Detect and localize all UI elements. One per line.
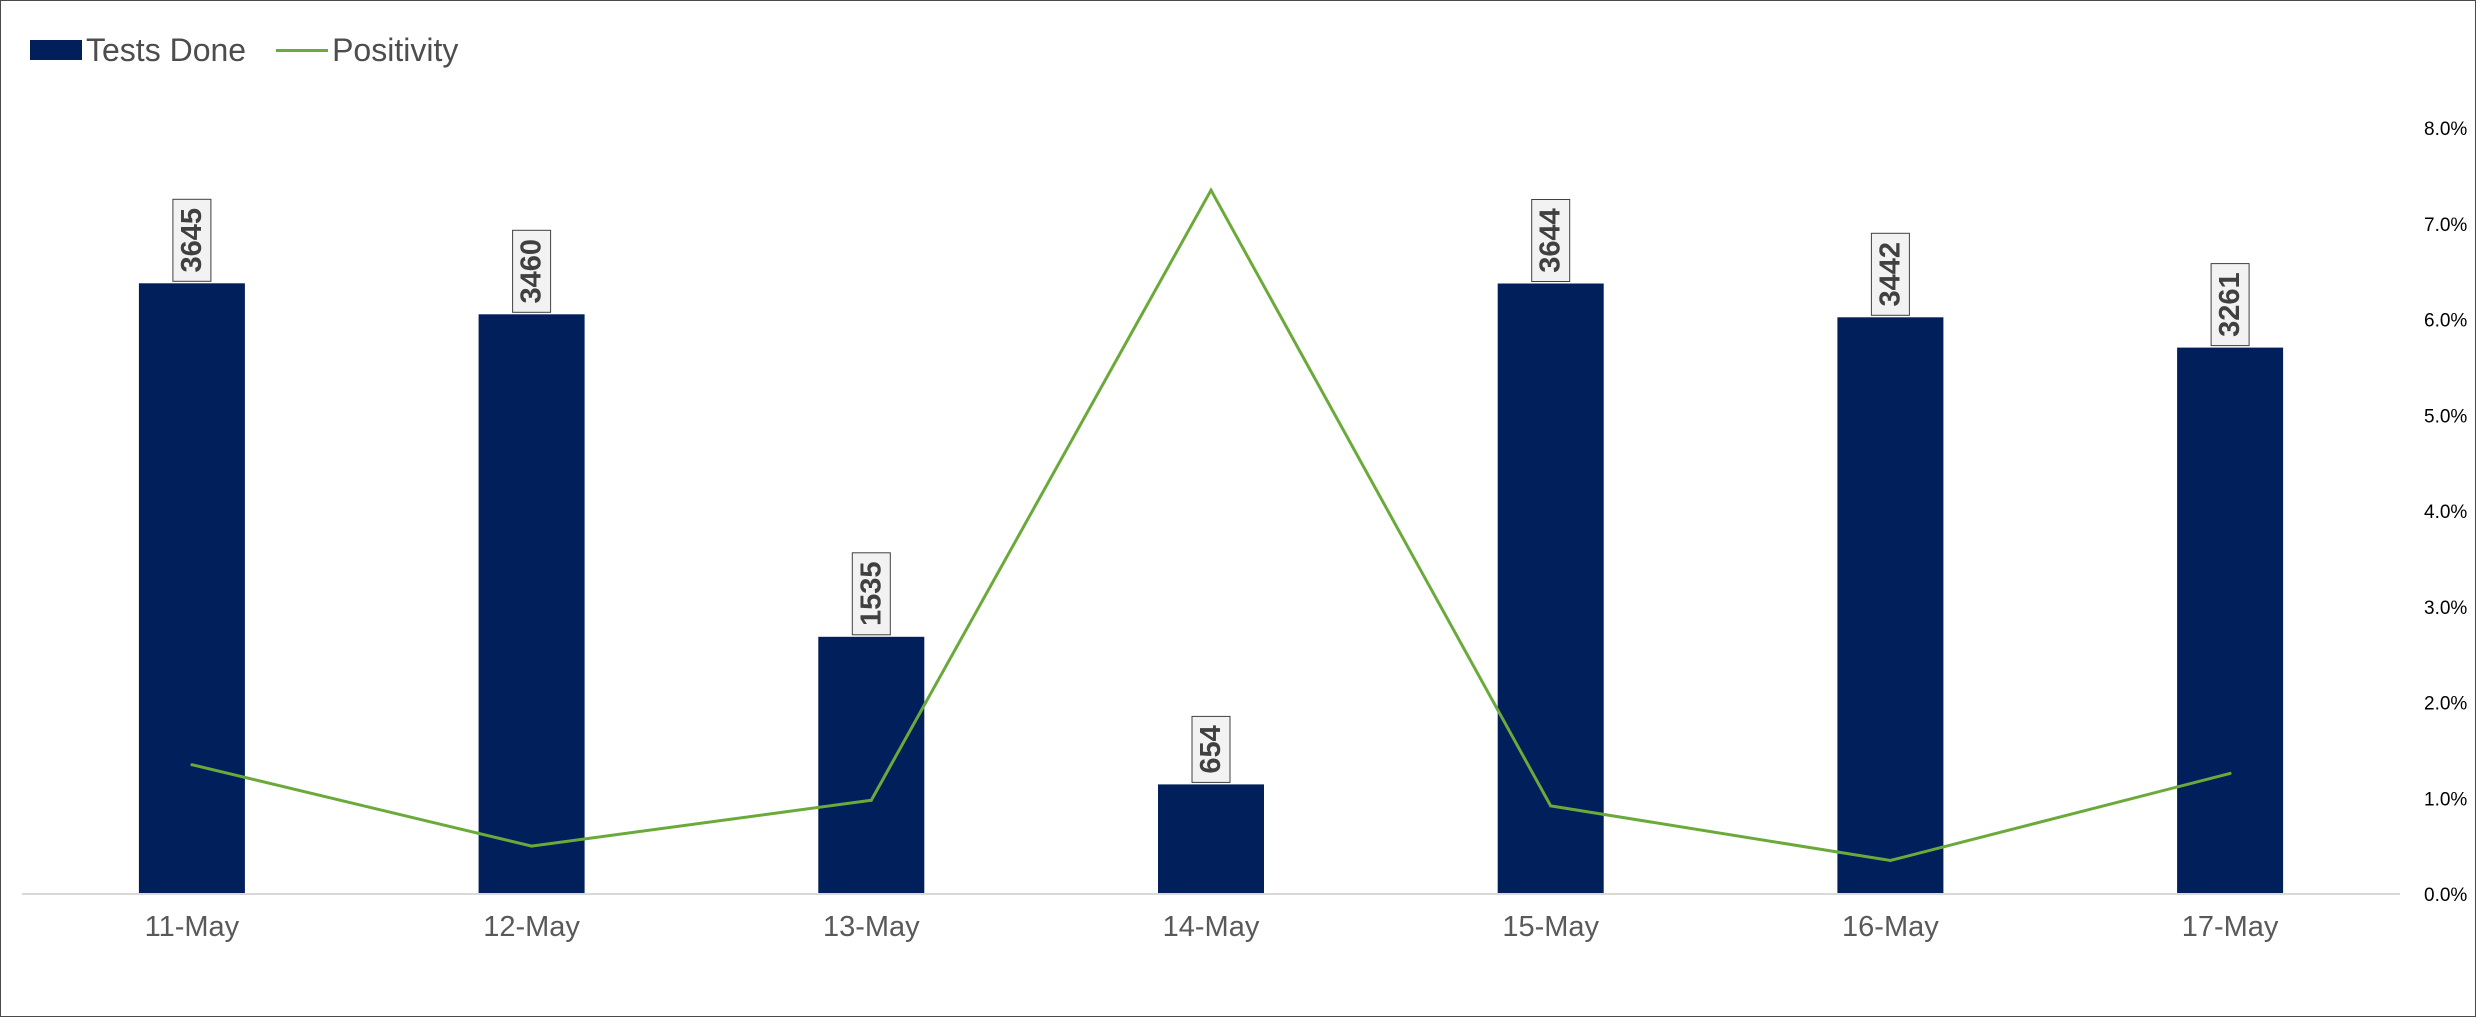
data-label-box xyxy=(172,198,212,282)
bar-12-may xyxy=(478,314,585,894)
y-right-tick-label: 1.0% xyxy=(2424,789,2467,810)
data-label-text: 3460 xyxy=(516,239,548,304)
y-right-tick-label: 5.0% xyxy=(2424,406,2467,427)
data-label-13-may: 1535 xyxy=(851,552,891,636)
x-tick-label: 12-May xyxy=(483,911,580,943)
y-right-tick-label: 7.0% xyxy=(2424,215,2467,236)
data-label-text: 1535 xyxy=(855,562,887,627)
positivity-point-14-may xyxy=(1209,188,1213,192)
data-label-box xyxy=(1870,232,1910,316)
legend-item-positivity: Positivity xyxy=(276,32,458,69)
data-label-11-may: 3645 xyxy=(172,198,212,282)
y-right-tick-label: 0.0% xyxy=(2424,885,2467,906)
bar-17-may xyxy=(2177,347,2284,895)
data-label-15-may: 3644 xyxy=(1531,199,1571,282)
positivity-point-11-may xyxy=(190,763,194,767)
data-label-box xyxy=(512,229,552,313)
y-right-tick-label: 3.0% xyxy=(2424,598,2467,619)
data-label-box xyxy=(1191,715,1231,783)
data-label-text: 3442 xyxy=(1874,242,1906,307)
data-label-17-may: 3261 xyxy=(2210,263,2250,347)
legend-label-tests-done: Tests Done xyxy=(86,31,247,68)
legend-swatch-positivity xyxy=(276,48,329,52)
y-right-tick-label: 2.0% xyxy=(2424,694,2467,715)
data-label-text: 3261 xyxy=(2214,272,2246,337)
chart-legend: Tests Done Positivity xyxy=(30,30,488,70)
x-tick-label: 15-May xyxy=(1502,911,1599,943)
legend-item-tests-done: Tests Done xyxy=(30,32,246,69)
positivity-point-16-may xyxy=(1888,859,1892,862)
x-tick-label: 14-May xyxy=(1163,911,1260,943)
positivity-point-17-may xyxy=(2228,771,2232,775)
x-tick-label: 16-May xyxy=(1842,911,1939,943)
data-label-box xyxy=(1531,199,1571,282)
data-label-12-may: 3460 xyxy=(512,229,552,313)
bar-13-may xyxy=(818,636,925,894)
positivity-point-15-may xyxy=(1549,804,1553,808)
x-tick-label: 17-May xyxy=(2182,911,2279,943)
line-layer xyxy=(190,187,2232,863)
data-label-text: 3644 xyxy=(1535,208,1567,273)
positivity-point-12-may xyxy=(530,844,534,848)
bar-16-may xyxy=(1837,317,1944,894)
bar-14-may xyxy=(1158,784,1264,894)
x-tick-label: 11-May xyxy=(145,911,240,943)
bar-11-may xyxy=(138,283,245,894)
data-label-text: 3645 xyxy=(176,208,208,273)
y-right-tick-label: 4.0% xyxy=(2424,502,2467,523)
positivity-point-13-may xyxy=(869,798,873,802)
bar-15-may xyxy=(1497,283,1604,894)
x-tick-label: 13-May xyxy=(823,911,920,943)
data-label-text: 654 xyxy=(1195,725,1227,773)
data-labels-layer: 3645 3460 1535 654 3644 3442 3261 xyxy=(172,198,2250,783)
y-right-tick-label: 8.0% xyxy=(2424,119,2467,140)
bars-layer xyxy=(138,283,2284,895)
data-label-box xyxy=(851,552,891,636)
data-label-14-may: 654 xyxy=(1191,715,1231,783)
axis-layer: 11-May 12-May 13-May 14-May 15-May 16-May 17-M… xyxy=(22,119,2467,943)
data-label-16-may: 3442 xyxy=(1870,232,1910,316)
legend-swatch-tests-done xyxy=(30,40,82,60)
y-right-tick-label: 6.0% xyxy=(2424,311,2467,332)
legend-label-positivity: Positivity xyxy=(332,31,459,68)
data-label-box xyxy=(2210,263,2250,347)
